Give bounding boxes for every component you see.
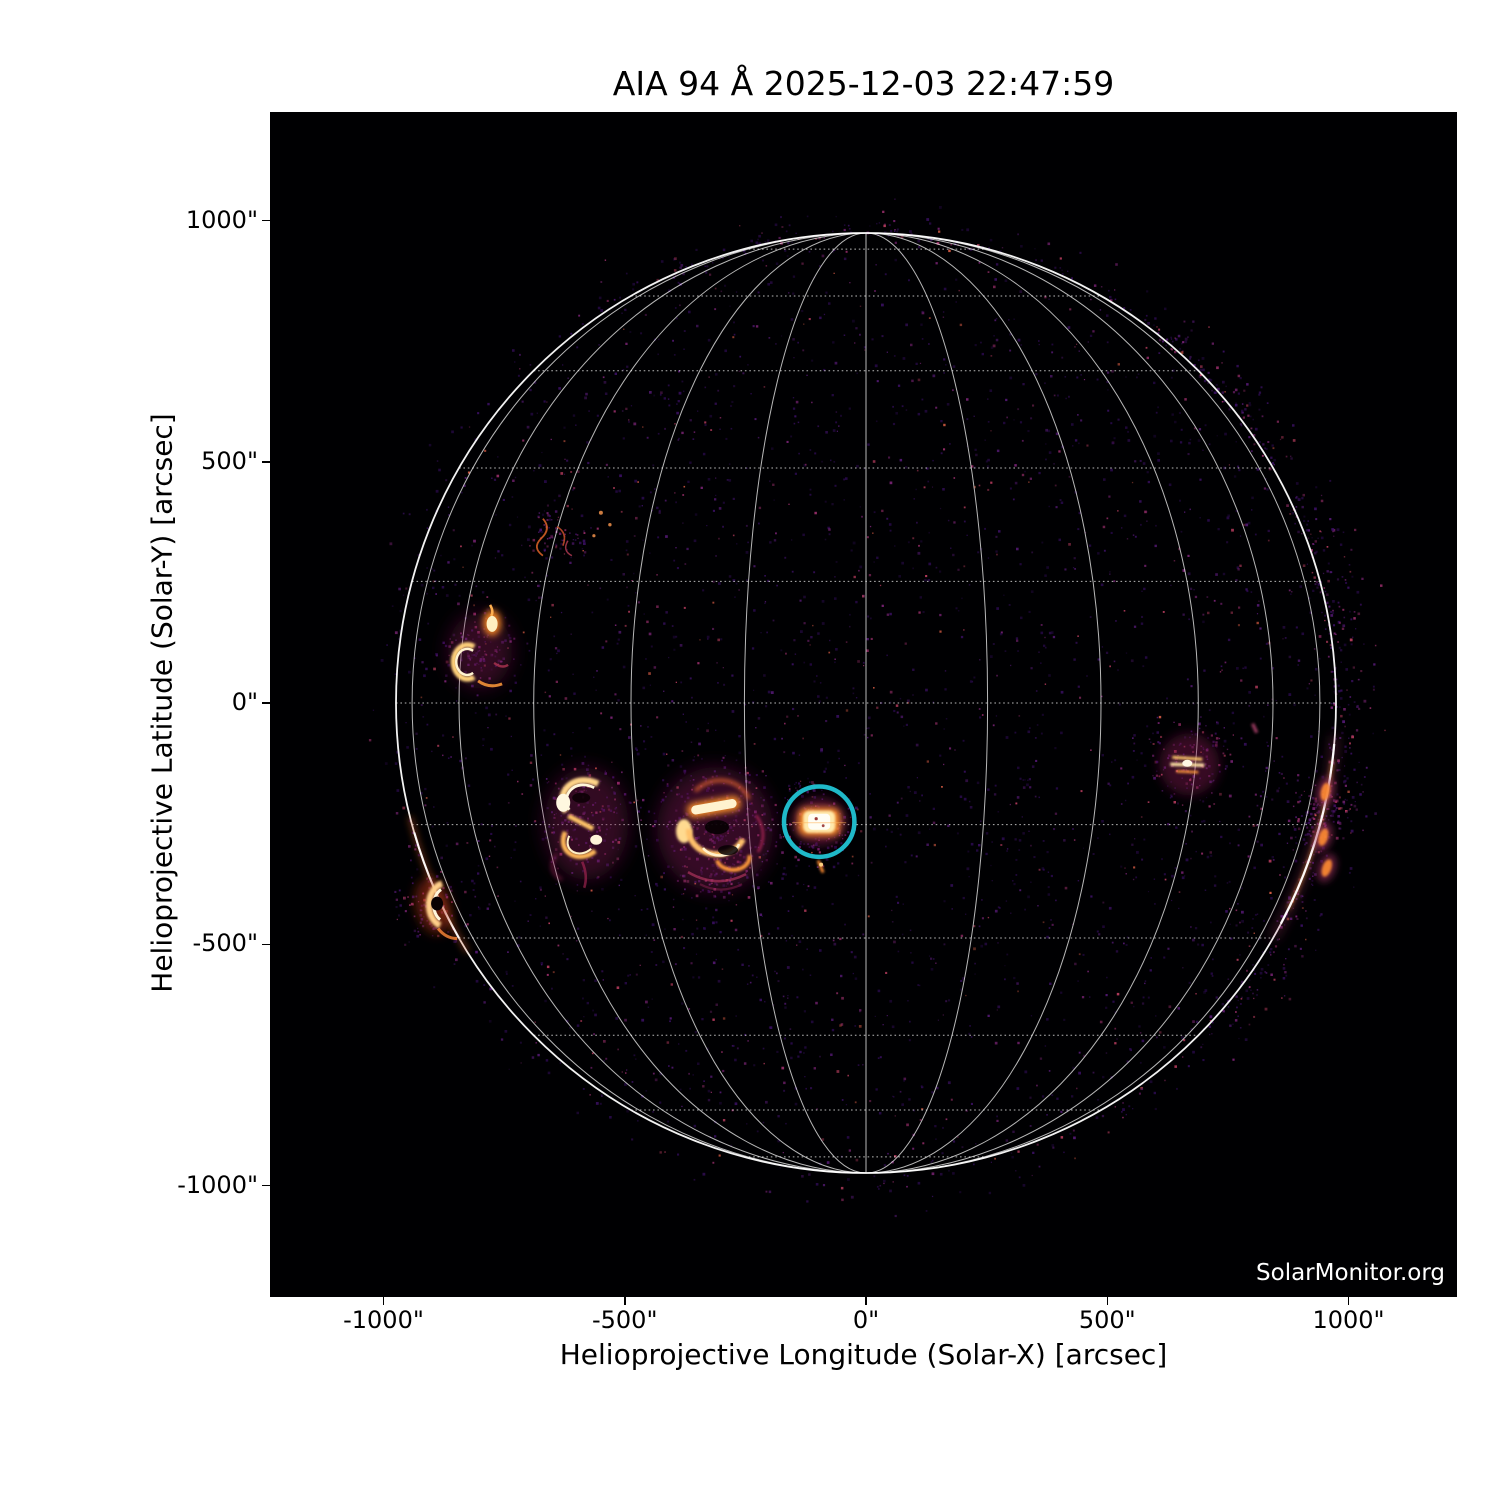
aia-94-solar-map: SolarMonitor.org [270, 112, 1457, 1297]
y-tick-mark [262, 219, 270, 222]
ar-west [1159, 733, 1220, 796]
west-limb-blob-2 [1313, 822, 1333, 852]
x-tick-mark [624, 1297, 626, 1305]
x-tick-label: 0" [852, 1306, 880, 1334]
ar-loop-complex-east [544, 767, 629, 889]
heliographic-grid [396, 232, 1336, 1174]
y-tick-mark [262, 461, 270, 463]
y-tick-label: 500" [201, 446, 258, 475]
flare-annotation-circle [781, 784, 857, 860]
y-tick-label: -1000" [177, 1170, 258, 1199]
ar-loop-complex-central [657, 767, 773, 892]
ar-southeast-limb-crescent [415, 878, 458, 941]
x-tick-label: -1000" [343, 1306, 424, 1334]
west-limb-faint-dash [1250, 722, 1259, 734]
y-tick-label: -500" [192, 929, 258, 958]
west-limb-blob-1 [1316, 776, 1335, 807]
x-tick-label: 500" [1078, 1306, 1136, 1334]
y-tick-mark [262, 702, 270, 704]
mini-streak-south-of-circle [816, 860, 825, 874]
faint-thread-region-north [536, 510, 612, 557]
y-tick-label: 0" [231, 688, 258, 716]
flaring-region-circled [792, 798, 847, 845]
y-tick-label: 1000" [185, 205, 258, 234]
x-tick-label: 1000" [1312, 1306, 1385, 1334]
ar-northeast-kernel-and-crescents [448, 604, 513, 689]
solar-limb [395, 232, 1337, 1174]
x-axis-label: Helioprojective Longitude (Solar-X) [arc… [559, 1338, 1168, 1371]
plot-title: AIA 94 Å 2025-12-03 22:47:59 [612, 64, 1115, 103]
y-tick-mark [262, 943, 270, 946]
x-tick-mark [865, 1297, 867, 1305]
y-tick-mark [262, 1184, 270, 1187]
x-tick-mark [382, 1297, 385, 1305]
watermark-text: SolarMonitor.org [1256, 1260, 1445, 1286]
x-tick-mark [1347, 1297, 1350, 1305]
west-limb-blob-3 [1316, 853, 1337, 883]
solar-disk-plot: SolarMonitor.org [270, 112, 1457, 1297]
x-tick-label: -500" [591, 1306, 658, 1334]
x-tick-mark [1106, 1297, 1109, 1305]
